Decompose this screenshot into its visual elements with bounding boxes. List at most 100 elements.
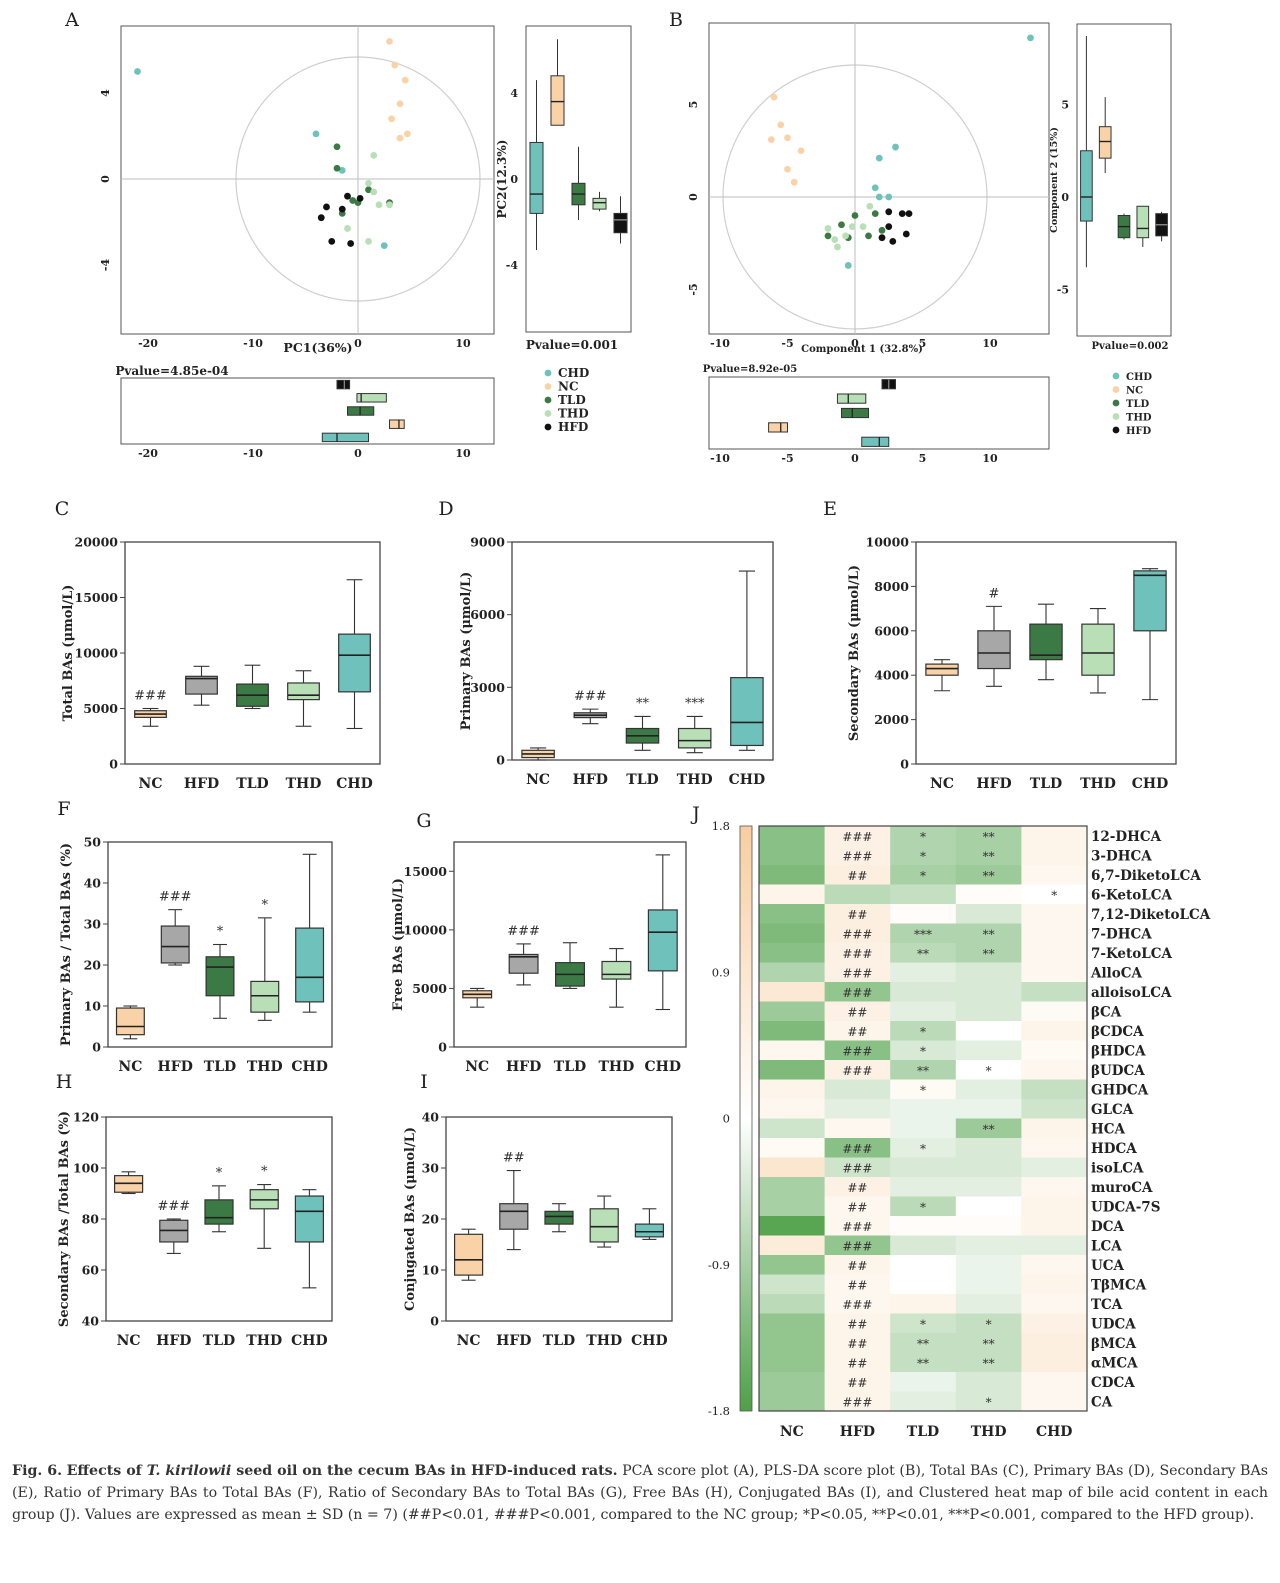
y-tick-label: 3000 <box>470 680 505 695</box>
score-point-chd <box>875 154 883 162</box>
significance-mark: ## <box>847 1356 867 1370</box>
box-tld: TLD ** <box>625 696 660 788</box>
legend-dot-nc <box>1112 386 1120 393</box>
y-tick-label: 0 <box>687 193 700 201</box>
bottom-x-tick-label: -10 <box>710 452 730 465</box>
score-point-chd <box>312 130 320 138</box>
x-tick-label: TLD <box>1030 776 1062 792</box>
significance-mark: ### <box>157 1199 190 1214</box>
pvalue-bottom: Pvalue=8.92e-05 <box>703 364 797 375</box>
x-tick-label: NC <box>457 1333 481 1349</box>
heatmap-row-label: LCA <box>1091 1238 1122 1254</box>
y-tick-label: 20000 <box>75 535 119 550</box>
heatmap-cell <box>824 1079 891 1100</box>
scale-tick-label: 0.9 <box>712 965 730 979</box>
score-point-chd <box>885 193 893 201</box>
heatmap-column-label: TLD <box>907 1424 939 1440</box>
heatmap-cell <box>824 1391 891 1412</box>
heatmap-cell <box>824 826 891 846</box>
heatmap-cell <box>955 884 1022 905</box>
heatmap-cell <box>955 1313 1022 1334</box>
significance-mark: ### <box>574 689 607 704</box>
heatmap-cell <box>890 1274 957 1295</box>
score-point-nc <box>767 136 775 144</box>
heatmap-cell <box>955 1391 1022 1412</box>
heatmap-cell <box>759 1157 826 1178</box>
heatmap-cell <box>759 1021 826 1041</box>
x-tick-label: NC <box>117 1333 141 1349</box>
heatmap-row-label: βCA <box>1091 1004 1122 1020</box>
heatmap-row-label: UDCA-7S <box>1091 1199 1160 1215</box>
heatmap-cell <box>759 943 826 963</box>
box-tld: TLD <box>1029 603 1063 792</box>
y-axis-label: Secondary BAs (μmol/L) <box>847 565 862 741</box>
heatmap-cell <box>955 1196 1022 1217</box>
x-tick-label: TLD <box>203 1333 235 1349</box>
heatmap-cell <box>1021 1196 1088 1217</box>
score-point-thd <box>370 151 378 159</box>
heatmap-cell <box>890 962 957 983</box>
heatmap-cell <box>759 845 826 866</box>
bottom-box-thd <box>356 393 387 403</box>
significance-mark: ** <box>983 849 995 863</box>
heatmap-row: ** HCA <box>759 1118 1125 1139</box>
caption-title-species: T. kirilowii <box>146 1463 232 1479</box>
panel-f: F 0 10 20 30 40 50 Primary BAs / Total BAs (%) N… <box>57 798 333 1076</box>
heatmap-cell <box>759 1235 826 1256</box>
legend-dot-thd <box>1112 413 1120 420</box>
heatmap-cell <box>1021 826 1088 846</box>
score-point-hfd <box>902 230 910 238</box>
bottom-x-tick-label: 10 <box>982 452 998 465</box>
heatmap-cell <box>890 1333 957 1353</box>
box-iqr <box>205 956 235 997</box>
heatmap-row-label: βHDCA <box>1091 1043 1146 1059</box>
heatmap-cell <box>759 1001 826 1022</box>
score-point-nc <box>388 115 395 123</box>
box-iqr <box>115 1007 145 1036</box>
heatmap-row-label: 7,12-DiketoLCA <box>1091 907 1211 923</box>
heatmap-row-label: CDCA <box>1091 1375 1135 1391</box>
heatmap-cell <box>955 982 1022 1002</box>
significance-mark: ### <box>842 1064 872 1078</box>
score-point-chd <box>875 193 883 201</box>
heatmap-cell <box>890 1216 957 1236</box>
significance-mark: ### <box>842 1044 872 1058</box>
heatmap-cell <box>890 1177 957 1197</box>
significance-mark: ### <box>842 849 872 863</box>
box-iqr <box>589 1208 619 1243</box>
heatmap-cell <box>890 904 957 924</box>
box-tld: TLD * <box>204 925 236 1076</box>
bottom-x-tick-label: 0 <box>851 452 859 465</box>
y-tick-label: -5 <box>687 283 700 295</box>
score-point-thd <box>831 236 839 243</box>
y-tick-label: -4 <box>99 259 112 272</box>
significance-mark: ** <box>917 1064 929 1078</box>
side-box-thd <box>592 197 607 210</box>
y-tick-label: 0 <box>496 753 505 768</box>
legend-dot-tld <box>1112 399 1120 407</box>
box-nc: NC <box>462 987 493 1075</box>
heatmap-cell <box>1021 845 1088 866</box>
heatmap-cell <box>955 826 1022 846</box>
side-y-tick-label: 4 <box>510 87 518 100</box>
significance-mark: ### <box>842 1395 872 1409</box>
heatmap-cell <box>1021 1040 1088 1061</box>
side-box-nc <box>550 75 565 126</box>
bottom-box-tld <box>841 407 869 419</box>
score-plot-frame <box>120 25 495 335</box>
heatmap-cell <box>759 1216 826 1236</box>
x-tick-label: TLD <box>236 776 268 792</box>
y-tick-label: 4 <box>99 89 112 97</box>
heatmap-cell <box>824 1060 891 1080</box>
y-axis-label: Conjugated BAs (μmol/L) <box>403 1127 418 1311</box>
x-tick-label: HFD <box>156 1333 191 1349</box>
legend-dot-chd <box>544 369 552 377</box>
bottom-box-nc <box>768 422 788 433</box>
bottom-x-tick-label: 5 <box>919 452 927 465</box>
heatmap-cell <box>759 1138 826 1158</box>
box-nc: NC <box>925 659 959 792</box>
heatmap-cell <box>759 1333 826 1353</box>
plot-frame <box>511 541 774 761</box>
bottom-box-chd <box>861 436 890 447</box>
panel-letter-d: D <box>438 498 453 520</box>
